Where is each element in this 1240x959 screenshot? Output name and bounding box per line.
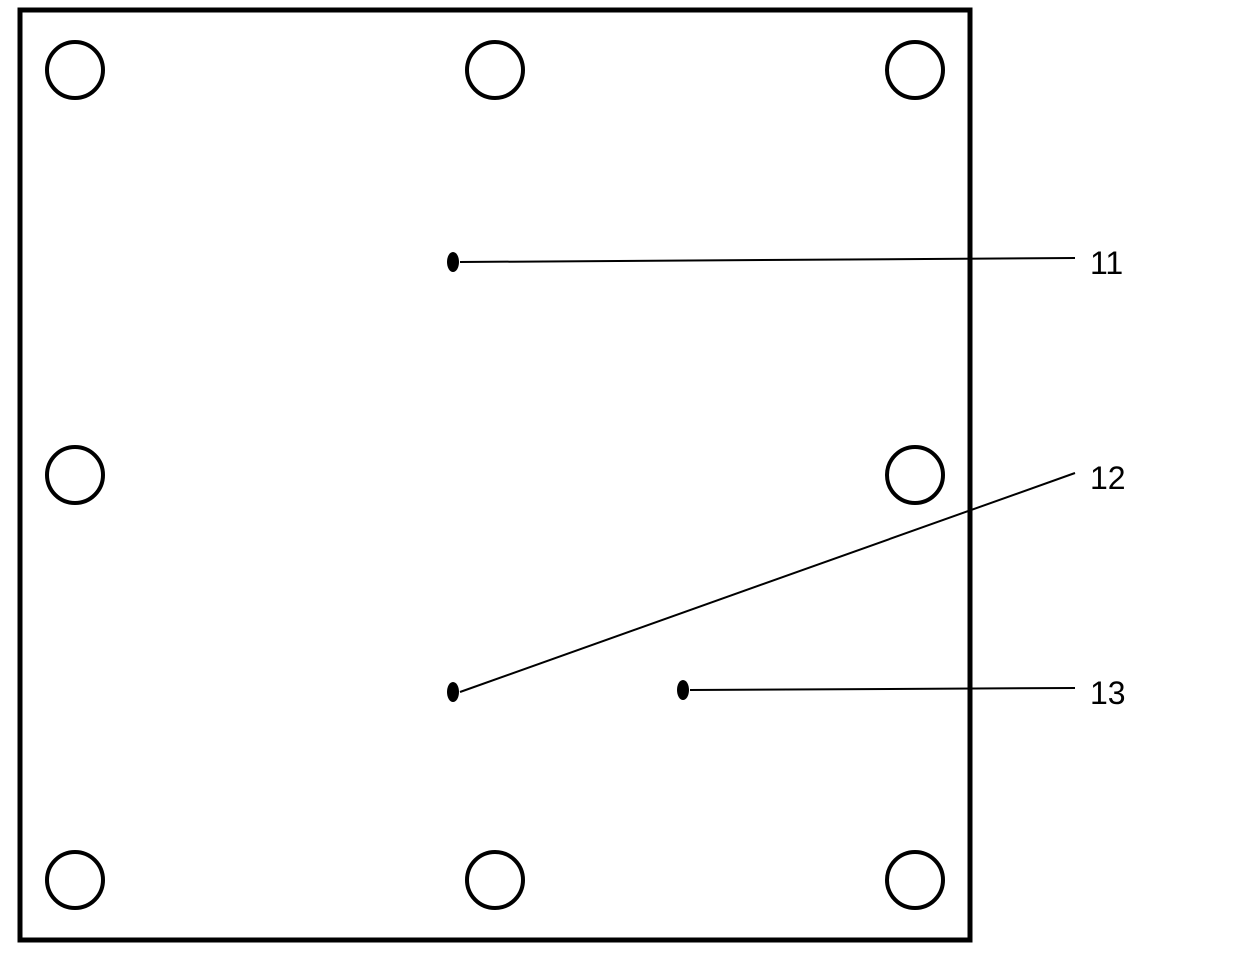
diagram-container: 11 12 13 [0,0,1240,954]
reference-point-13 [677,680,689,700]
reference-point-12 [447,682,459,702]
hole-mid-left [47,447,103,503]
hole-bottom-right [887,852,943,908]
leader-line-12 [460,473,1075,692]
plate-outline [20,10,970,940]
leader-line-11 [460,258,1075,262]
hole-top-right [887,42,943,98]
diagram-svg [0,0,1240,954]
label-12: 12 [1090,460,1126,497]
hole-top-left [47,42,103,98]
hole-top-center [467,42,523,98]
leader-line-13 [690,688,1075,690]
hole-mid-right [887,447,943,503]
label-13: 13 [1090,675,1126,712]
reference-point-11 [447,252,459,272]
hole-bottom-center [467,852,523,908]
hole-bottom-left [47,852,103,908]
label-11: 11 [1090,245,1123,282]
